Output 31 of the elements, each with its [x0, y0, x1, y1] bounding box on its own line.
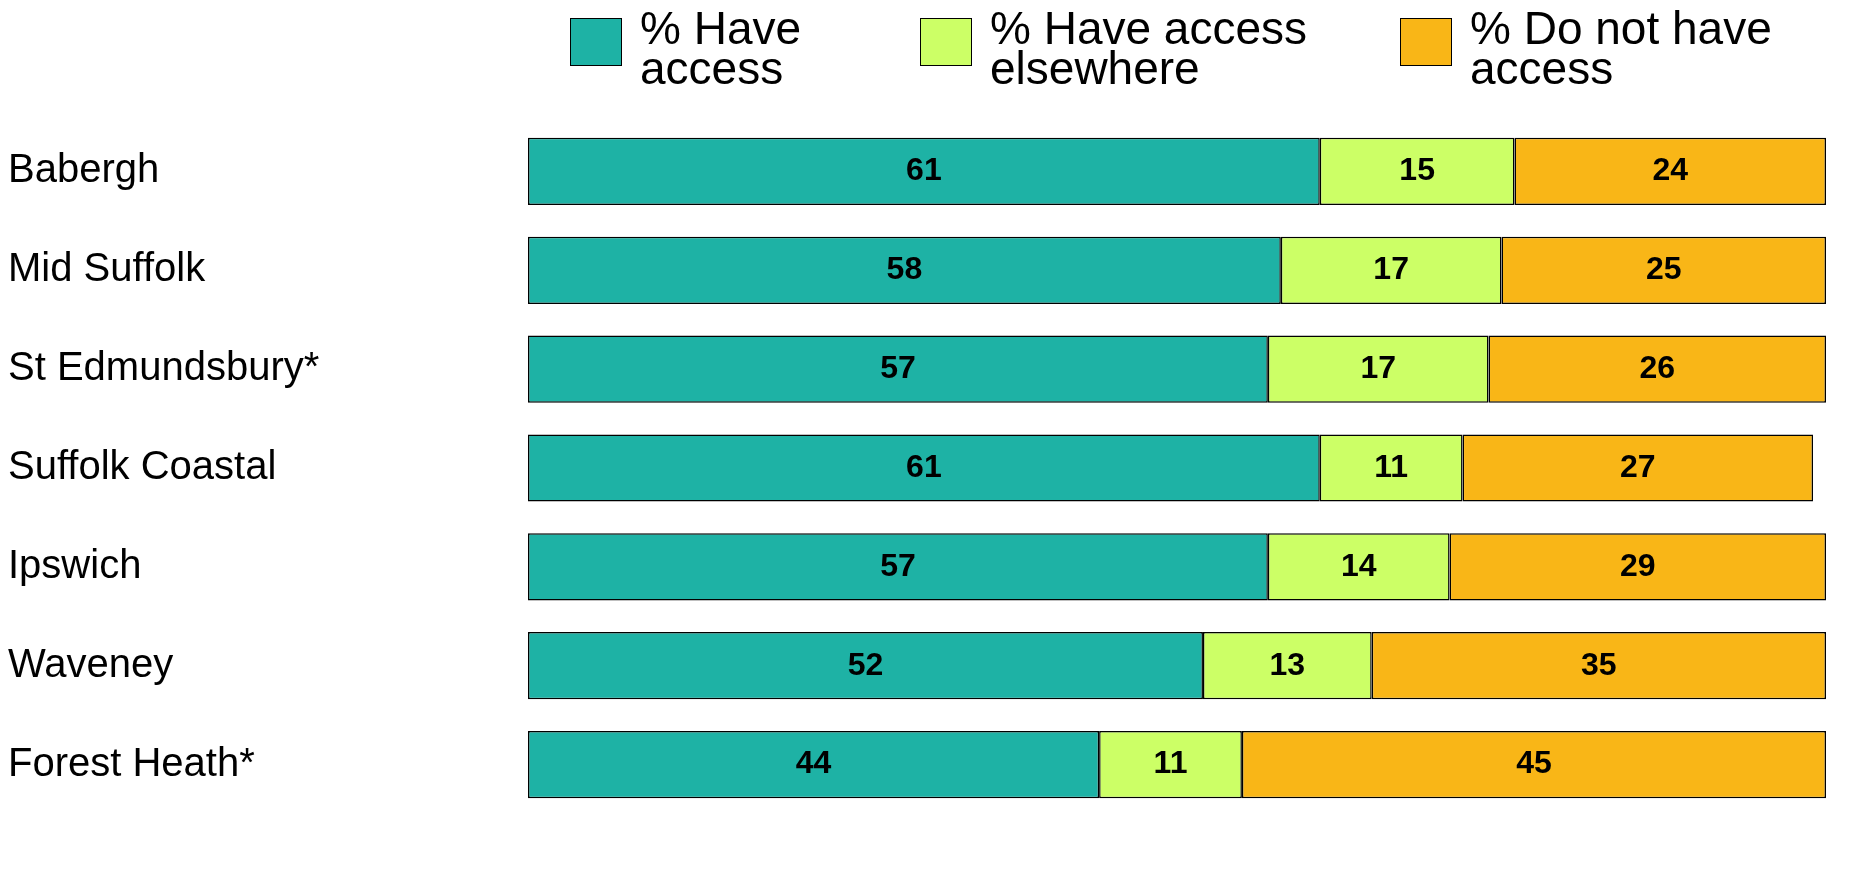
data-label: 61 [906, 151, 942, 188]
y-tick-label: St Edmundsbury* [8, 344, 320, 389]
data-label: 35 [1581, 645, 1617, 682]
data-label: 27 [1619, 447, 1656, 484]
data-label: 57 [880, 546, 916, 583]
data-label: 44 [795, 744, 832, 781]
data-label: 52 [847, 645, 884, 682]
legend-label: % Have access elsewhere [990, 2, 1308, 94]
data-label: 11 [1374, 447, 1409, 484]
legend-label: % Do not have access [1470, 2, 1773, 94]
data-label: 17 [1373, 250, 1409, 287]
y-tick-label: Waveney [8, 640, 174, 685]
y-tick-label: Forest Heath* [8, 739, 255, 784]
y-tick-label: Mid Suffolk [8, 245, 207, 290]
data-label: 15 [1399, 151, 1435, 188]
y-tick-label: Babergh [8, 146, 160, 191]
data-label: 45 [1516, 744, 1552, 781]
data-label: 25 [1645, 250, 1682, 287]
data-label: 17 [1360, 348, 1396, 385]
data-label: 26 [1639, 348, 1676, 385]
data-label: 24 [1652, 151, 1689, 188]
data-label: 11 [1153, 744, 1188, 781]
y-tick-label: Ipswich [8, 541, 142, 586]
y-tick-label: Suffolk Coastal [8, 443, 277, 488]
data-label: 13 [1269, 645, 1306, 682]
series-label: % Have access [640, 2, 803, 94]
data-label: 29 [1619, 546, 1656, 583]
data-label: 14 [1340, 546, 1377, 583]
data-label: 57 [880, 348, 916, 385]
data-label: 61 [906, 447, 942, 484]
data-label: 58 [886, 250, 923, 287]
